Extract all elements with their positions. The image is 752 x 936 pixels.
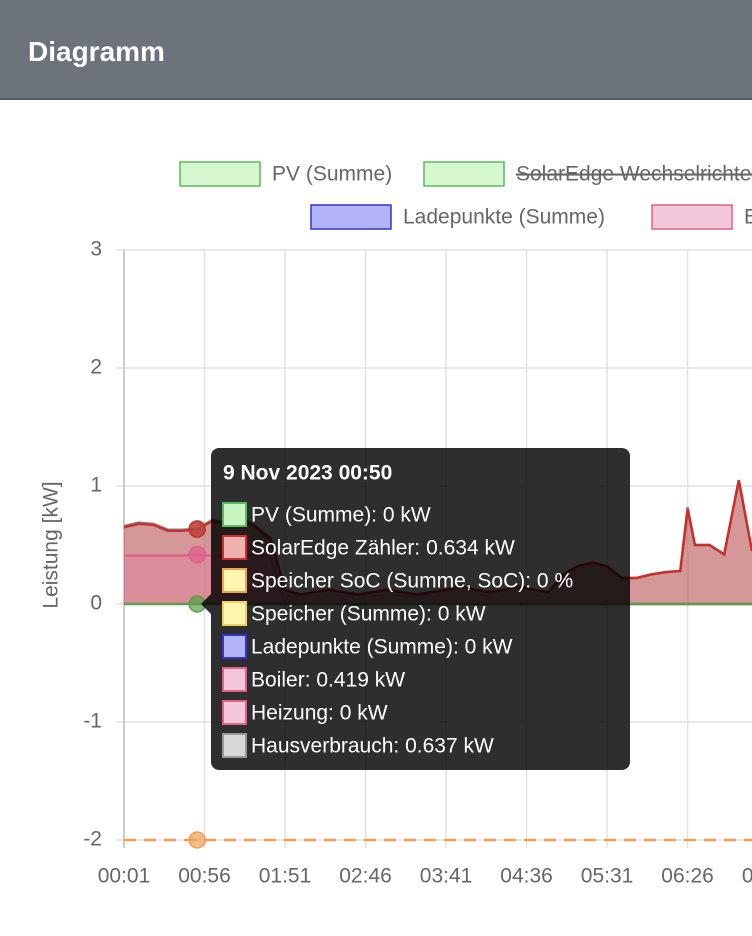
y-tick-label: -2 [83, 828, 102, 851]
x-tick-label: 07:21 [742, 865, 752, 888]
tooltip-item: Speicher (Summe): 0 kW [251, 603, 486, 626]
tooltip-item: Heizung: 0 kW [251, 702, 388, 725]
tooltip-swatch [222, 700, 247, 725]
chart: PV (Summe) SolarEdge Wechselrichter Ladepu… [40, 161, 752, 888]
tooltip-swatch [222, 601, 247, 626]
tooltip: 9 Nov 2023 00:50 PV (Summe): 0 kW SolarEdg… [201, 448, 630, 770]
header: Diagramm [0, 0, 752, 100]
y-tick-label: 3 [90, 238, 102, 261]
legend-swatch[interactable] [651, 204, 733, 230]
tooltip-swatch [222, 733, 247, 758]
x-tick-label: 00:56 [178, 865, 231, 888]
tooltip-item: Boiler: 0.419 kW [251, 669, 405, 692]
x-tick-label: 01:51 [259, 865, 312, 888]
x-tick-label: 05:31 [581, 865, 634, 888]
tooltip-swatch [222, 568, 247, 593]
tooltip-swatch [222, 535, 247, 560]
y-axis-title: Leistung [kW] [40, 481, 63, 608]
tooltip-box [211, 448, 630, 770]
y-tick-label: 0 [90, 592, 102, 615]
tooltip-item: Speicher SoC (Summe, SoC): 0 % [251, 570, 573, 593]
tooltip-swatch [222, 502, 247, 527]
tooltip-item: PV (Summe): 0 kW [251, 504, 431, 527]
legend-swatch[interactable] [310, 204, 392, 230]
header-title: Diagramm [28, 36, 165, 67]
legend-label[interactable]: PV (Summe) [272, 163, 392, 186]
hover-point [188, 831, 206, 849]
y-tick-label: -1 [83, 710, 102, 733]
hover-point [188, 545, 206, 564]
legend-swatch[interactable] [179, 161, 261, 187]
legend-label[interactable]: Boiler [744, 206, 752, 229]
tooltip-item: Ladepunkte (Summe): 0 kW [251, 636, 513, 659]
x-tick-label: 03:41 [420, 865, 473, 888]
x-tick-label: 04:36 [500, 865, 553, 888]
legend-swatch[interactable] [423, 161, 505, 187]
tooltip-swatch [222, 634, 247, 659]
x-tick-label: 02:46 [339, 865, 392, 888]
tooltip-title: 9 Nov 2023 00:50 [223, 462, 392, 485]
tooltip-caret [201, 594, 211, 614]
x-tick-label: 00:01 [98, 865, 151, 888]
y-tick-label: 1 [90, 474, 102, 497]
legend-label[interactable]: SolarEdge Wechselrichter [516, 163, 752, 186]
hover-point [188, 520, 206, 538]
tooltip-item: SolarEdge Zähler: 0.634 kW [251, 537, 515, 560]
legend-label[interactable]: Ladepunkte (Summe) [403, 206, 605, 229]
y-tick-label: 2 [90, 356, 102, 379]
x-tick-label: 06:26 [661, 865, 714, 888]
tooltip-swatch [222, 667, 247, 692]
tooltip-item: Hausverbrauch: 0.637 kW [251, 735, 494, 758]
